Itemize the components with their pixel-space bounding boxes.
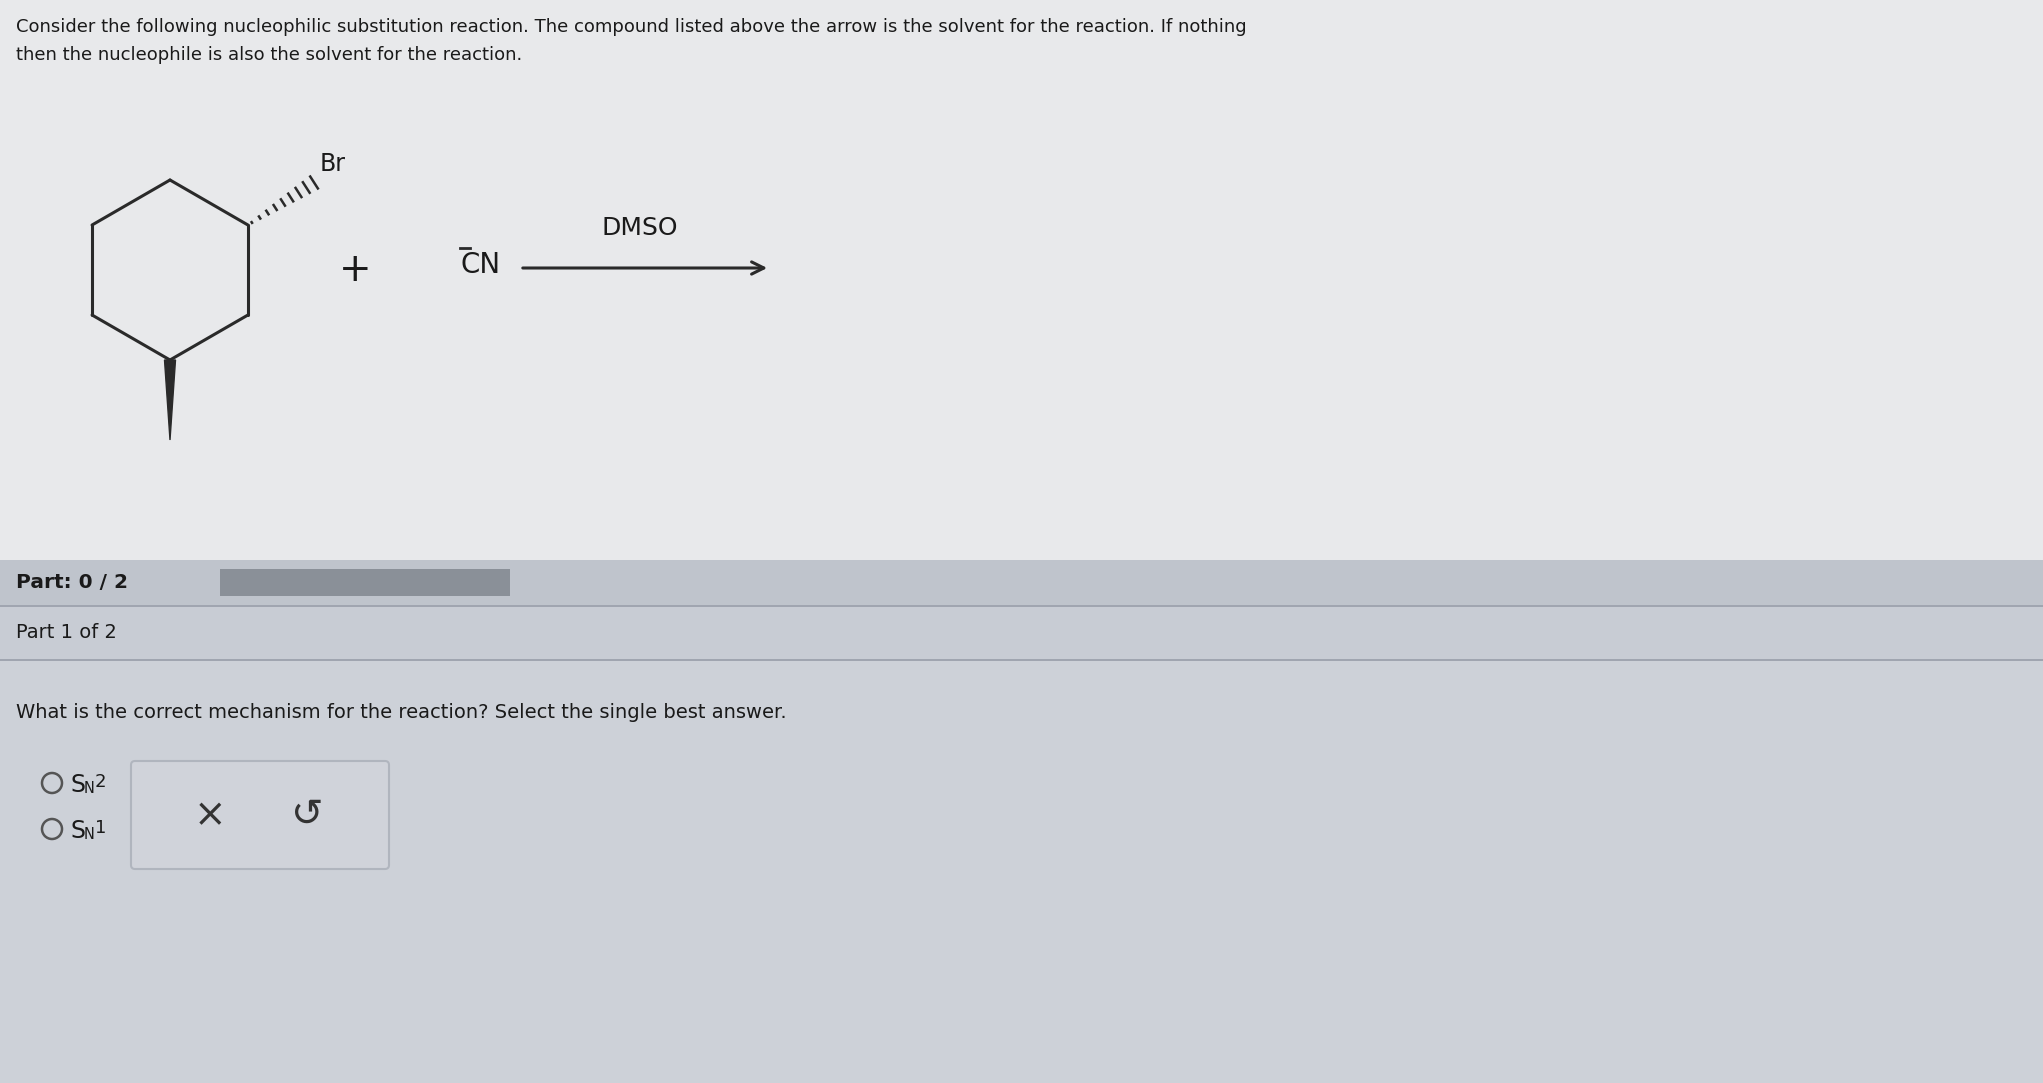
Bar (0, 658, 2043, 661)
Text: Br: Br (321, 152, 345, 177)
Text: Part: 0 / 2: Part: 0 / 2 (16, 573, 129, 592)
Text: +: + (339, 251, 372, 289)
Bar (0, 661, 2043, 1083)
Text: then the nucleophile is also the solvent for the reaction.: then the nucleophile is also the solvent… (16, 45, 523, 64)
Text: Part 1 of 2: Part 1 of 2 (16, 624, 116, 642)
Text: 2: 2 (96, 773, 106, 791)
Text: What is the correct mechanism for the reaction? Select the single best answer.: What is the correct mechanism for the re… (16, 703, 787, 722)
Bar (0, 605, 2043, 606)
Bar (221, 569, 511, 596)
Polygon shape (165, 360, 176, 440)
FancyBboxPatch shape (131, 761, 388, 869)
Text: S: S (69, 773, 86, 797)
Text: ×: × (194, 796, 227, 834)
Text: N: N (84, 781, 94, 796)
Text: S: S (69, 819, 86, 843)
Bar (0, 560, 2043, 605)
Text: 1: 1 (96, 819, 106, 837)
Bar (0, 0, 2043, 560)
Text: DMSO: DMSO (603, 216, 678, 240)
Text: Consider the following nucleophilic substitution reaction. The compound listed a: Consider the following nucleophilic subs… (16, 18, 1246, 36)
Bar (0, 606, 2043, 658)
Text: N: N (84, 827, 94, 841)
Text: ↺: ↺ (290, 796, 323, 834)
Text: CN: CN (462, 251, 501, 279)
